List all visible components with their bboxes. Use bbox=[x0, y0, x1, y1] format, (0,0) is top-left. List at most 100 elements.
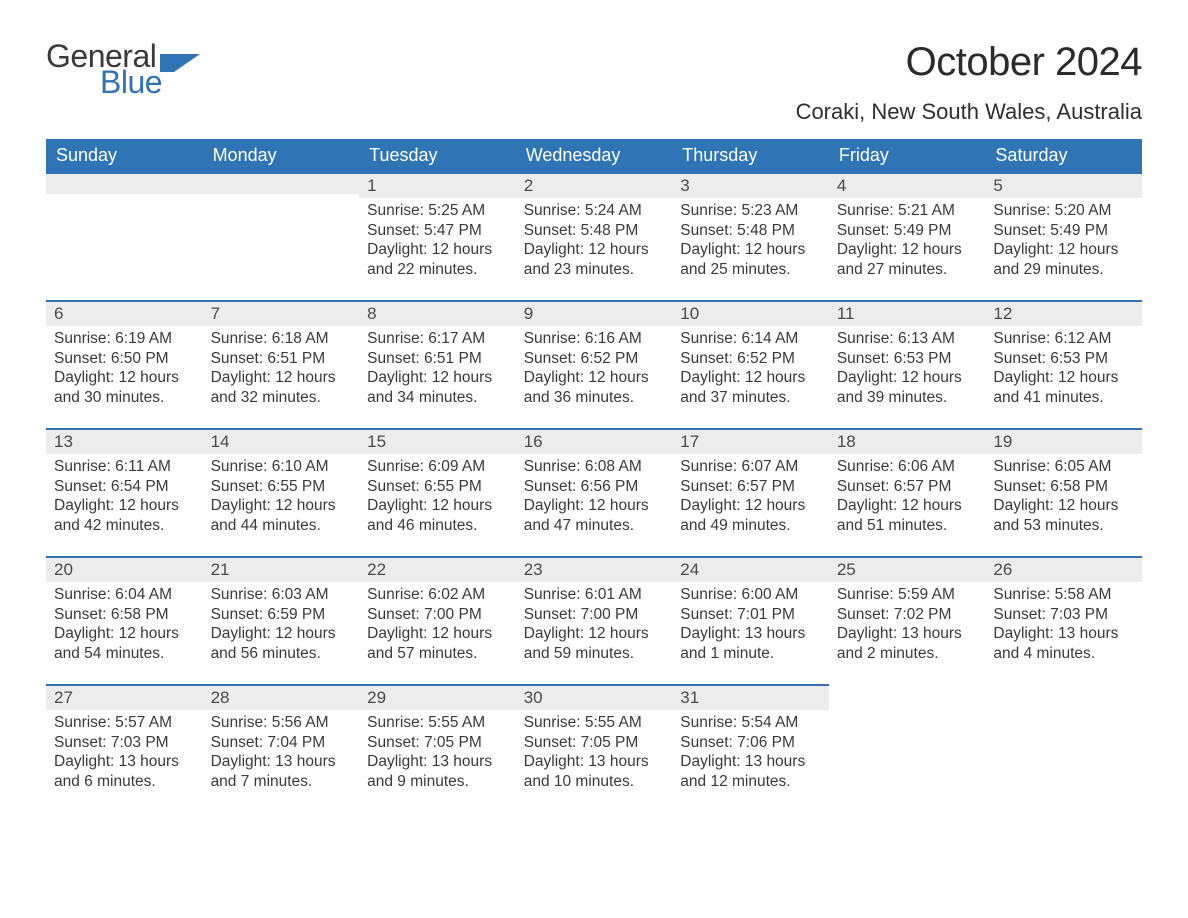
brand-word2: Blue bbox=[100, 66, 200, 98]
day-body: Sunrise: 6:13 AMSunset: 6:53 PMDaylight:… bbox=[829, 326, 986, 408]
daylight-line: Daylight: 13 hours and 2 minutes. bbox=[837, 624, 978, 664]
sunrise-line: Sunrise: 6:13 AM bbox=[837, 329, 978, 349]
weekday-header: Monday bbox=[203, 139, 360, 172]
day-body: Sunrise: 5:57 AMSunset: 7:03 PMDaylight:… bbox=[46, 710, 203, 792]
sunrise-line: Sunrise: 6:12 AM bbox=[993, 329, 1134, 349]
sunrise-line: Sunrise: 5:55 AM bbox=[367, 713, 508, 733]
day-cell: 23Sunrise: 6:01 AMSunset: 7:00 PMDayligh… bbox=[516, 556, 673, 684]
weekday-header: Friday bbox=[829, 139, 986, 172]
daylight-line: Daylight: 13 hours and 4 minutes. bbox=[993, 624, 1134, 664]
sunrise-line: Sunrise: 5:21 AM bbox=[837, 201, 978, 221]
sunset-line: Sunset: 6:54 PM bbox=[54, 477, 195, 497]
sunset-line: Sunset: 7:06 PM bbox=[680, 733, 821, 753]
daylight-line: Daylight: 12 hours and 51 minutes. bbox=[837, 496, 978, 536]
day-number: 9 bbox=[516, 300, 673, 326]
daylight-line: Daylight: 13 hours and 12 minutes. bbox=[680, 752, 821, 792]
daylight-line: Daylight: 12 hours and 44 minutes. bbox=[211, 496, 352, 536]
sunrise-line: Sunrise: 5:58 AM bbox=[993, 585, 1134, 605]
day-body: Sunrise: 5:58 AMSunset: 7:03 PMDaylight:… bbox=[985, 582, 1142, 664]
daylight-line: Daylight: 12 hours and 32 minutes. bbox=[211, 368, 352, 408]
day-body: Sunrise: 5:20 AMSunset: 5:49 PMDaylight:… bbox=[985, 198, 1142, 280]
day-number: 18 bbox=[829, 428, 986, 454]
daylight-line: Daylight: 12 hours and 59 minutes. bbox=[524, 624, 665, 664]
sunset-line: Sunset: 7:01 PM bbox=[680, 605, 821, 625]
sunrise-line: Sunrise: 5:56 AM bbox=[211, 713, 352, 733]
empty-cell bbox=[203, 172, 360, 300]
sunrise-line: Sunrise: 6:17 AM bbox=[367, 329, 508, 349]
sunrise-line: Sunrise: 5:25 AM bbox=[367, 201, 508, 221]
sunset-line: Sunset: 6:55 PM bbox=[211, 477, 352, 497]
day-cell: 26Sunrise: 5:58 AMSunset: 7:03 PMDayligh… bbox=[985, 556, 1142, 684]
sunset-line: Sunset: 6:57 PM bbox=[837, 477, 978, 497]
sunset-line: Sunset: 6:52 PM bbox=[524, 349, 665, 369]
sunset-line: Sunset: 6:53 PM bbox=[993, 349, 1134, 369]
day-body: Sunrise: 6:00 AMSunset: 7:01 PMDaylight:… bbox=[672, 582, 829, 664]
sunrise-line: Sunrise: 5:59 AM bbox=[837, 585, 978, 605]
day-cell: 18 Sunrise: 6:06 AMSunset: 6:57 PMDayligh… bbox=[829, 428, 986, 556]
day-body: Sunrise: 5:55 AMSunset: 7:05 PMDaylight:… bbox=[516, 710, 673, 792]
day-number: 21 bbox=[203, 556, 360, 582]
day-cell: 13Sunrise: 6:11 AMSunset: 6:54 PMDayligh… bbox=[46, 428, 203, 556]
day-body: Sunrise: 6:02 AMSunset: 7:00 PMDaylight:… bbox=[359, 582, 516, 664]
day-number: 31 bbox=[672, 684, 829, 710]
day-cell: 6Sunrise: 6:19 AMSunset: 6:50 PMDaylight… bbox=[46, 300, 203, 428]
sunset-line: Sunset: 6:55 PM bbox=[367, 477, 508, 497]
day-number: 22 bbox=[359, 556, 516, 582]
day-number: 30 bbox=[516, 684, 673, 710]
sunrise-line: Sunrise: 5:24 AM bbox=[524, 201, 665, 221]
day-cell: 16Sunrise: 6:08 AMSunset: 6:56 PMDayligh… bbox=[516, 428, 673, 556]
sunset-line: Sunset: 5:48 PM bbox=[680, 221, 821, 241]
daylight-line: Daylight: 13 hours and 6 minutes. bbox=[54, 752, 195, 792]
weekday-header: Tuesday bbox=[359, 139, 516, 172]
day-number: 19 bbox=[985, 428, 1142, 454]
sunset-line: Sunset: 7:02 PM bbox=[837, 605, 978, 625]
calendar-grid: SundayMondayTuesdayWednesdayThursdayFrid… bbox=[46, 139, 1142, 812]
sunrise-line: Sunrise: 6:09 AM bbox=[367, 457, 508, 477]
day-cell: 24Sunrise: 6:00 AMSunset: 7:01 PMDayligh… bbox=[672, 556, 829, 684]
day-cell: 1Sunrise: 5:25 AMSunset: 5:47 PMDaylight… bbox=[359, 172, 516, 300]
sunset-line: Sunset: 5:48 PM bbox=[524, 221, 665, 241]
daylight-line: Daylight: 12 hours and 25 minutes. bbox=[680, 240, 821, 280]
day-cell: 10Sunrise: 6:14 AMSunset: 6:52 PMDayligh… bbox=[672, 300, 829, 428]
day-cell: 27Sunrise: 5:57 AMSunset: 7:03 PMDayligh… bbox=[46, 684, 203, 812]
day-number: 2 bbox=[516, 172, 673, 198]
day-number: 28 bbox=[203, 684, 360, 710]
day-cell: 17Sunrise: 6:07 AMSunset: 6:57 PMDayligh… bbox=[672, 428, 829, 556]
day-body: Sunrise: 5:54 AMSunset: 7:06 PMDaylight:… bbox=[672, 710, 829, 792]
sunset-line: Sunset: 5:47 PM bbox=[367, 221, 508, 241]
day-number: 16 bbox=[516, 428, 673, 454]
day-cell: 25Sunrise: 5:59 AMSunset: 7:02 PMDayligh… bbox=[829, 556, 986, 684]
title-block: October 2024 Coraki, New South Wales, Au… bbox=[796, 40, 1142, 131]
empty-cell bbox=[829, 684, 986, 812]
sunset-line: Sunset: 6:58 PM bbox=[993, 477, 1134, 497]
day-body: Sunrise: 6:09 AMSunset: 6:55 PMDaylight:… bbox=[359, 454, 516, 536]
weekday-header: Wednesday bbox=[516, 139, 673, 172]
sunset-line: Sunset: 6:53 PM bbox=[837, 349, 978, 369]
sunset-line: Sunset: 7:04 PM bbox=[211, 733, 352, 753]
day-body: Sunrise: 5:24 AMSunset: 5:48 PMDaylight:… bbox=[516, 198, 673, 280]
sunrise-line: Sunrise: 6:04 AM bbox=[54, 585, 195, 605]
day-body: Sunrise: 6:03 AMSunset: 6:59 PMDaylight:… bbox=[203, 582, 360, 664]
daylight-line: Daylight: 12 hours and 57 minutes. bbox=[367, 624, 508, 664]
day-number: 27 bbox=[46, 684, 203, 710]
weekday-header: Thursday bbox=[672, 139, 829, 172]
day-body: Sunrise: 6:18 AMSunset: 6:51 PMDaylight:… bbox=[203, 326, 360, 408]
day-number: 26 bbox=[985, 556, 1142, 582]
sunrise-line: Sunrise: 6:00 AM bbox=[680, 585, 821, 605]
sunset-line: Sunset: 6:56 PM bbox=[524, 477, 665, 497]
day-number: 14 bbox=[203, 428, 360, 454]
day-body: Sunrise: 6:19 AMSunset: 6:50 PMDaylight:… bbox=[46, 326, 203, 408]
sunset-line: Sunset: 5:49 PM bbox=[993, 221, 1134, 241]
sunrise-line: Sunrise: 6:06 AM bbox=[837, 457, 978, 477]
day-number: 10 bbox=[672, 300, 829, 326]
day-cell: 3Sunrise: 5:23 AMSunset: 5:48 PMDaylight… bbox=[672, 172, 829, 300]
day-body: Sunrise: 5:21 AMSunset: 5:49 PMDaylight:… bbox=[829, 198, 986, 280]
sunrise-line: Sunrise: 5:57 AM bbox=[54, 713, 195, 733]
sunset-line: Sunset: 7:03 PM bbox=[54, 733, 195, 753]
day-number: 15 bbox=[359, 428, 516, 454]
daylight-line: Daylight: 12 hours and 53 minutes. bbox=[993, 496, 1134, 536]
daylight-line: Daylight: 12 hours and 37 minutes. bbox=[680, 368, 821, 408]
daylight-line: Daylight: 12 hours and 42 minutes. bbox=[54, 496, 195, 536]
day-body: Sunrise: 6:07 AMSunset: 6:57 PMDaylight:… bbox=[672, 454, 829, 536]
daylight-line: Daylight: 12 hours and 49 minutes. bbox=[680, 496, 821, 536]
